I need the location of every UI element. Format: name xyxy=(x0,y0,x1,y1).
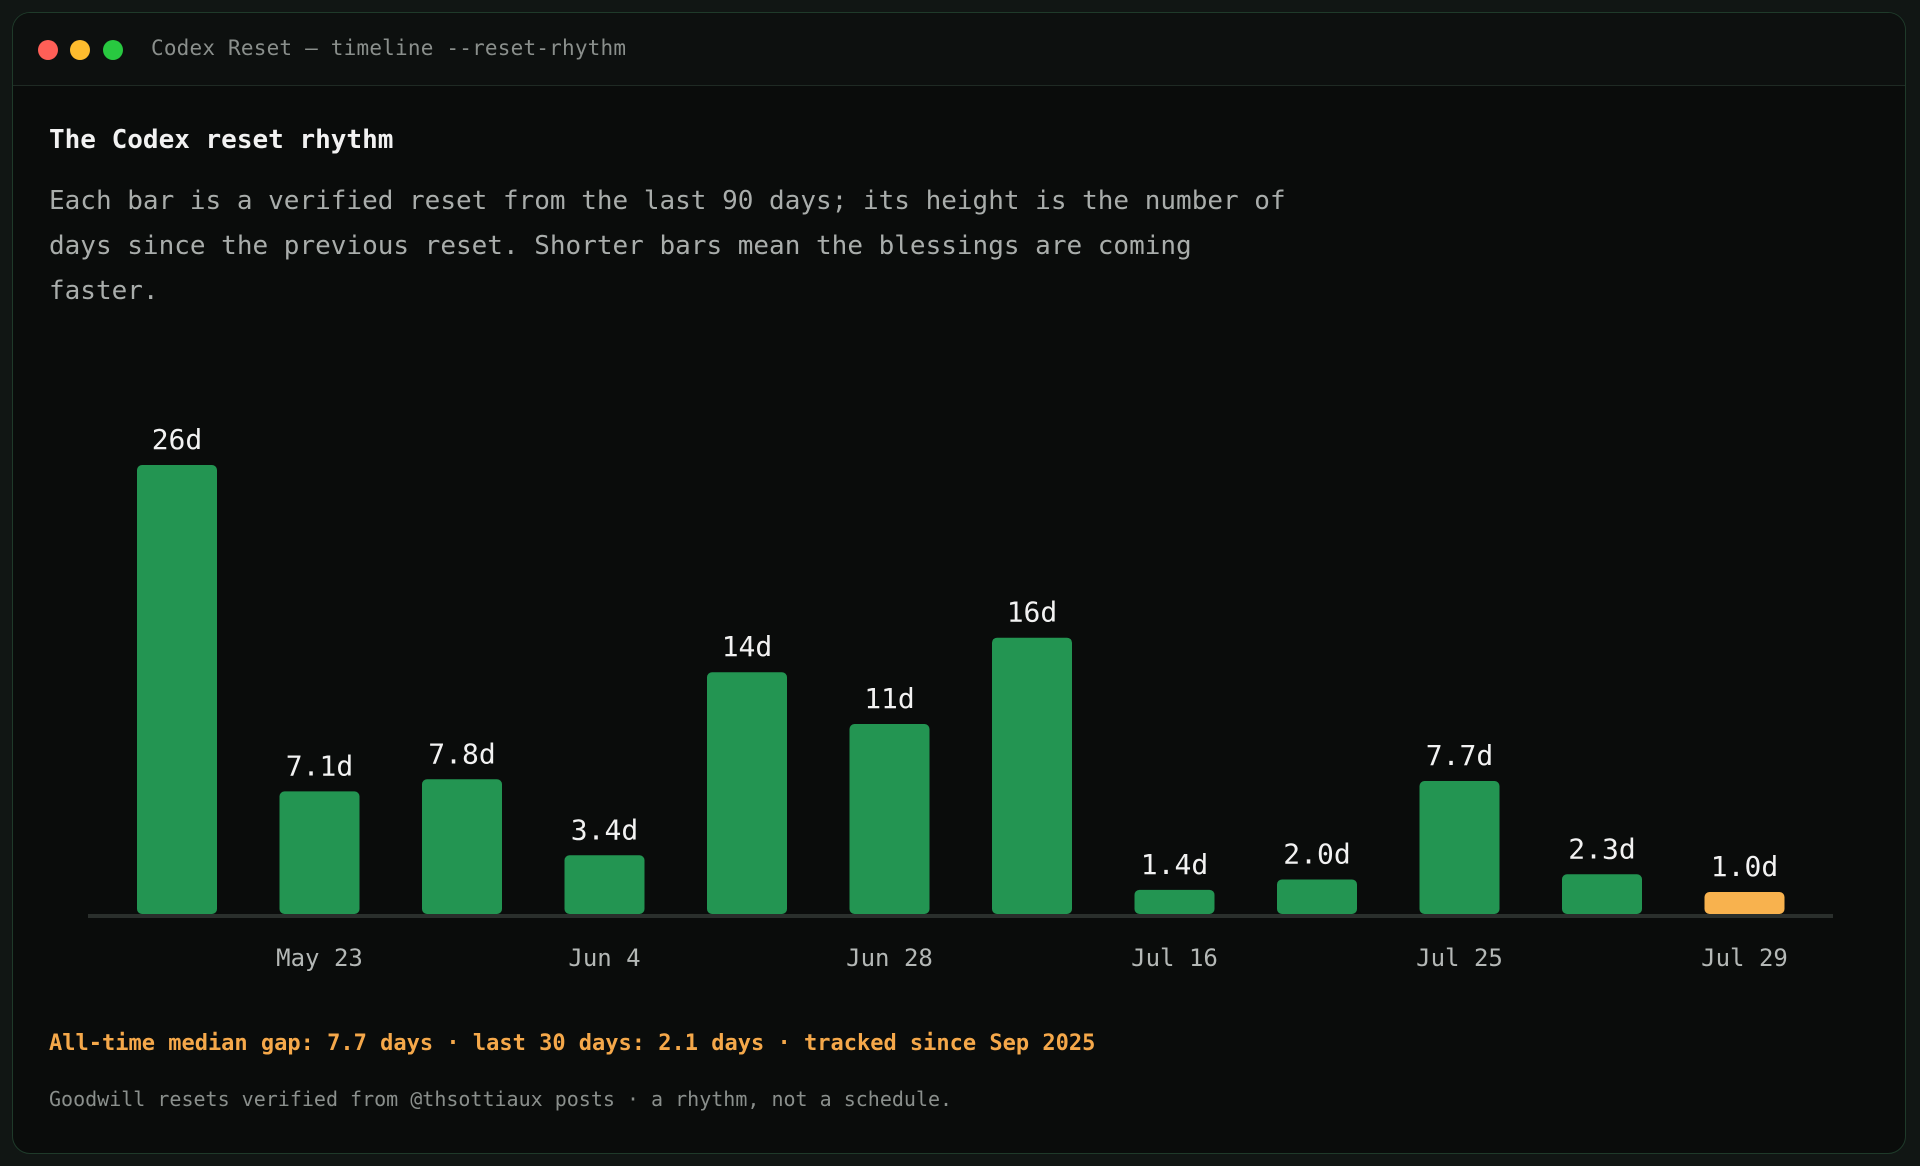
minimize-window-button[interactable] xyxy=(70,40,90,60)
footnote: Goodwill resets verified from @thsottiau… xyxy=(49,1087,953,1111)
bar-value-label: 1.4d xyxy=(1141,848,1208,881)
app-window: Codex Reset — timeline --reset-rhythm Th… xyxy=(12,12,1906,1154)
bar-value-label: 7.8d xyxy=(428,737,495,770)
chart-bar[interactable] xyxy=(707,672,787,914)
bar-value-label: 1.0d xyxy=(1711,850,1778,883)
stats-summary: All-time median gap: 7.7 days · last 30 … xyxy=(49,1031,1096,1056)
bar-value-label: 14d xyxy=(722,630,773,663)
bar-value-label: 16d xyxy=(1007,596,1058,629)
bar-value-label: 7.1d xyxy=(286,749,353,782)
chart-bar[interactable] xyxy=(992,637,1072,914)
x-tick-label: Jun 4 xyxy=(568,944,640,972)
chart-bar[interactable] xyxy=(1134,889,1215,914)
chart-bar[interactable] xyxy=(422,779,502,914)
bar-value-label: 11d xyxy=(864,682,915,715)
x-tick-label: Jul 29 xyxy=(1701,944,1788,972)
chart-title: The Codex reset rhythm xyxy=(49,125,394,155)
title-bar: Codex Reset — timeline --reset-rhythm xyxy=(13,13,1905,86)
chart-bar[interactable] xyxy=(564,855,645,914)
window-title: Codex Reset — timeline --reset-rhythm xyxy=(151,36,627,60)
bar-value-label: 2.0d xyxy=(1283,837,1350,870)
chart-description: Each bar is a verified reset from the la… xyxy=(49,186,1286,306)
bar-value-label: 2.3d xyxy=(1568,832,1635,865)
chart-bar[interactable] xyxy=(849,724,930,914)
x-tick-label: Jul 16 xyxy=(1131,944,1218,972)
bar-chart: 26d 7.1d 7.8d 3.4d 14d 11d 16d 1.4d 2.0d 7.7d 2.3d… xyxy=(88,423,1833,972)
x-tick-label: Jun 28 xyxy=(846,944,933,972)
close-window-button[interactable] xyxy=(38,40,58,60)
chart-bar[interactable] xyxy=(279,791,360,914)
x-tick-label: May 23 xyxy=(276,944,363,972)
maximize-window-button[interactable] xyxy=(103,40,123,60)
bar-value-label: 3.4d xyxy=(571,813,638,846)
bar-value-label: 26d xyxy=(152,423,203,456)
chart-bar[interactable] xyxy=(1419,781,1500,914)
bar-value-label: 7.7d xyxy=(1426,739,1493,772)
chart-bar[interactable] xyxy=(1562,874,1642,914)
chart-bar[interactable] xyxy=(137,465,217,914)
chart-bar[interactable] xyxy=(1704,892,1785,914)
x-tick-label: Jul 25 xyxy=(1416,944,1503,972)
chart-bar[interactable] xyxy=(1277,879,1357,914)
